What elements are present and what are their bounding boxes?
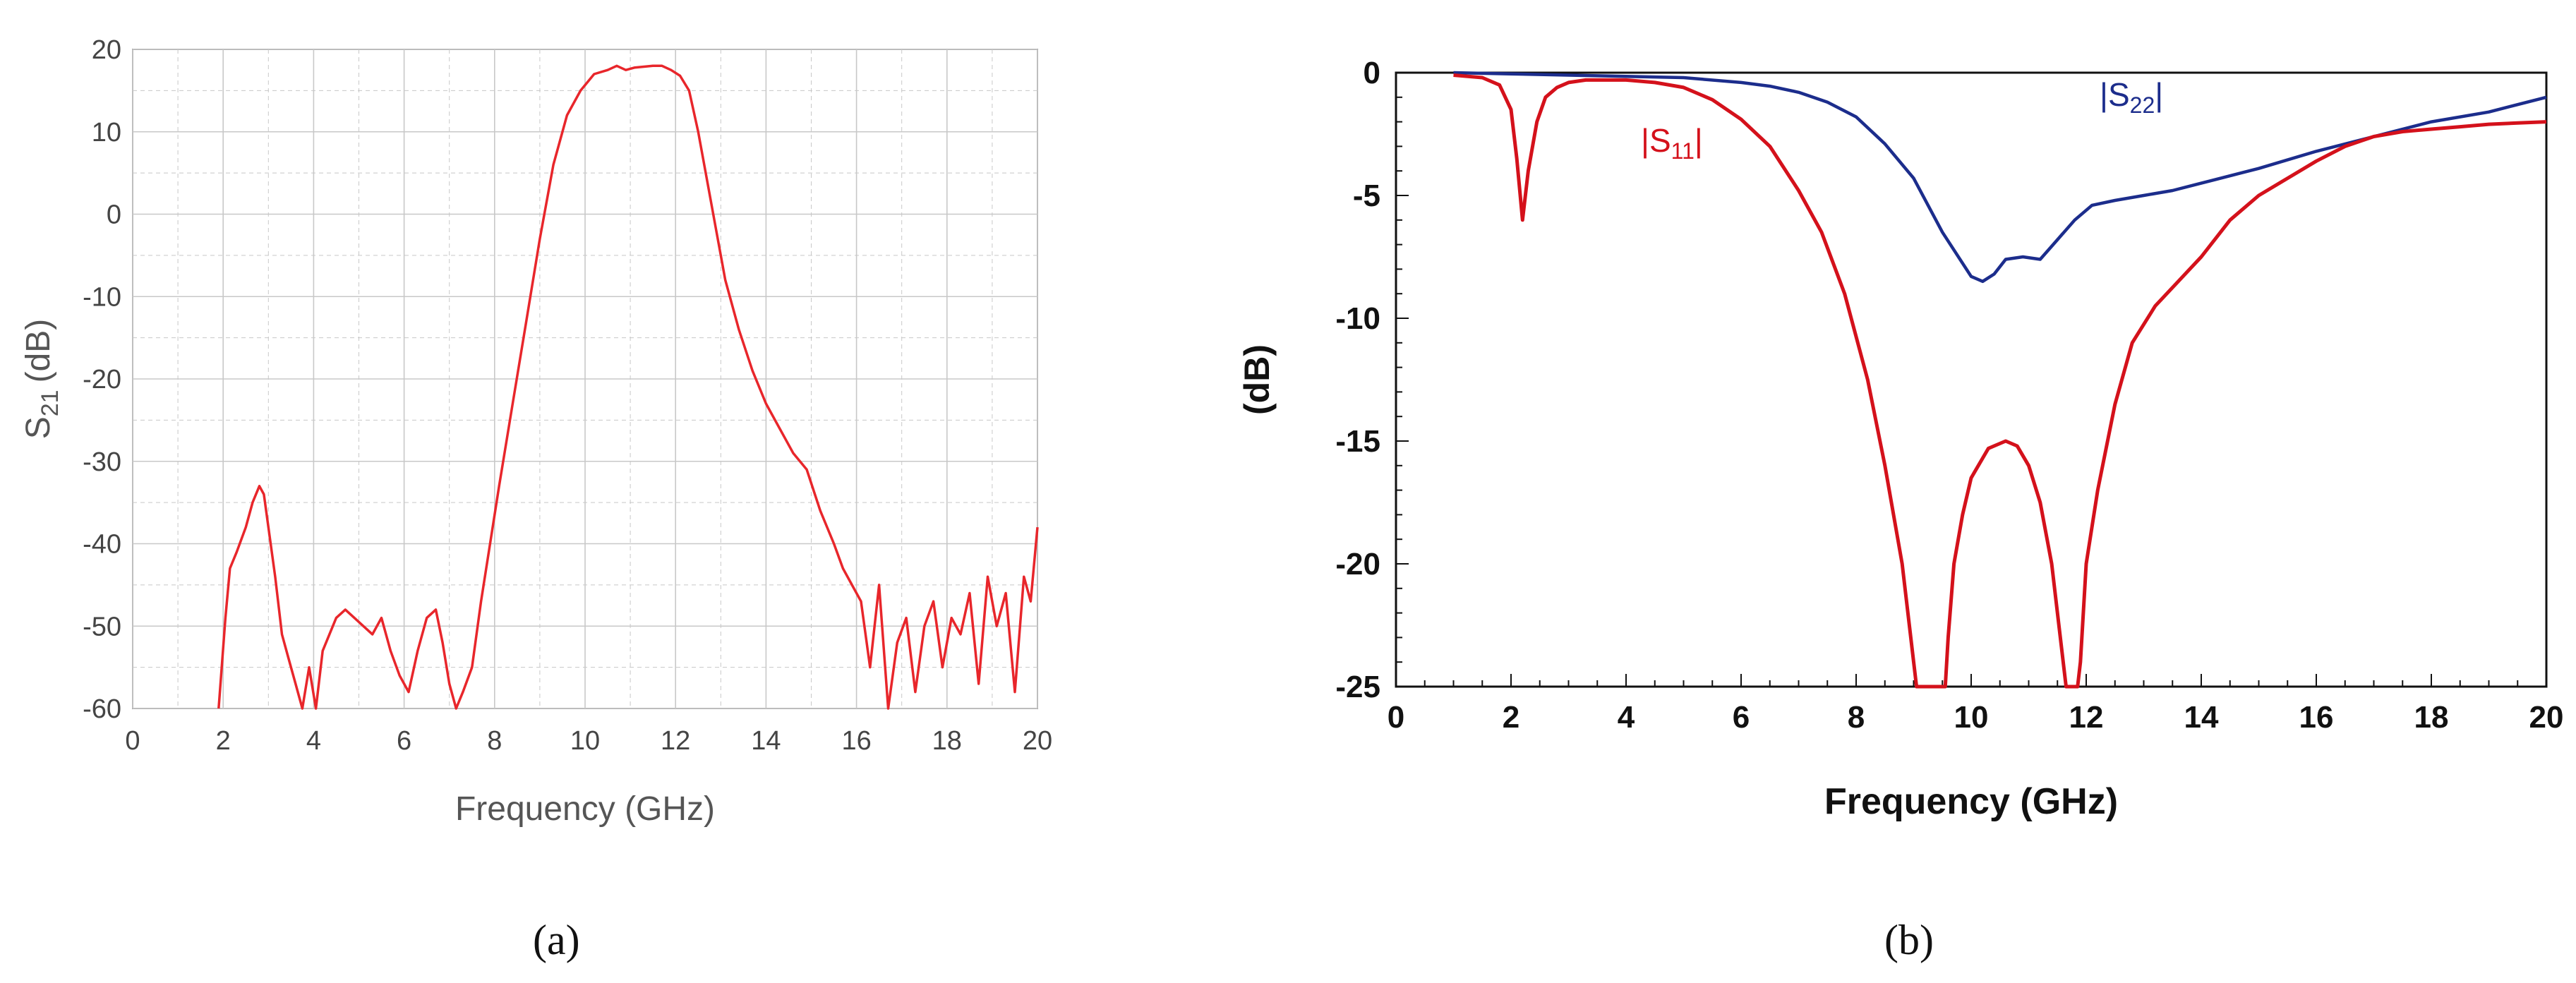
- x-tick-label: 16: [2299, 700, 2334, 735]
- x-axis-label-a: Frequency (GHz): [455, 790, 715, 828]
- x-tick-labels-b: 0 2 4 6 8 10 12 14 16 18 20: [1388, 700, 2564, 735]
- x-tick-label: 0: [125, 726, 140, 756]
- x-tick-label: 6: [1733, 700, 1750, 735]
- x-tick-label: 12: [661, 726, 690, 756]
- x-tick-label: 10: [570, 726, 600, 756]
- y-tick-label: -40: [83, 530, 121, 560]
- x-tick-label: 0: [1388, 700, 1404, 735]
- x-tick-label: 8: [1848, 700, 1865, 735]
- y-tick-labels-b: 0 -5 -10 -15 -20 -25: [1335, 56, 1380, 704]
- y-tick-label: 20: [92, 35, 121, 65]
- y-tick-label: 0: [107, 200, 121, 230]
- y-tick-label: -5: [1353, 179, 1380, 213]
- y-axis-label-b: (dB): [1237, 344, 1277, 415]
- x-tick-label: 14: [2184, 700, 2219, 735]
- x-tick-label: 20: [2529, 700, 2564, 735]
- y-tick-label: 10: [92, 118, 121, 147]
- y-tick-labels-a: 20 10 0 -10 -20 -30 -40 -50 -60: [83, 35, 121, 724]
- y-tick-label: -20: [83, 365, 121, 394]
- y-tick-label: -60: [83, 694, 121, 724]
- chart-panel-a: 0 2 4 6 8 10 12 14 16 18 20 20 10 0 -10 -20 -30 -40 -50 -6…: [20, 35, 1052, 963]
- y-tick-label: -10: [83, 282, 121, 312]
- x-tick-label: 2: [1503, 700, 1519, 735]
- y-tick-label: 0: [1364, 56, 1380, 90]
- y-tick-label: -25: [1335, 670, 1380, 704]
- x-tick-label: 18: [932, 726, 962, 756]
- y-axis-label-a: S21(dB): [20, 319, 64, 440]
- gridlines-a: [132, 49, 1038, 709]
- y-tick-label: -50: [83, 612, 121, 641]
- caption-b: (b): [1884, 917, 1934, 963]
- s22-series-line: [1453, 71, 2547, 284]
- x-tick-label: 16: [841, 726, 871, 756]
- plot-area-b: [1395, 71, 2548, 688]
- caption-a: (a): [533, 917, 580, 963]
- x-tick-label: 20: [1023, 726, 1052, 756]
- x-tick-label: 18: [2414, 700, 2449, 735]
- y-tick-label: -10: [1335, 301, 1380, 336]
- x-tick-label: 10: [1954, 700, 1989, 735]
- x-tick-label: 4: [1618, 700, 1635, 735]
- y-tick-label: -20: [1335, 547, 1380, 581]
- y-tick-label: -30: [83, 447, 121, 477]
- s11-series-line: [1453, 73, 2547, 689]
- x-axis-label-b: Frequency (GHz): [1824, 781, 2118, 822]
- s11-series-label: |S11|: [1641, 122, 1703, 164]
- chart-panel-b: 0 2 4 6 8 10 12 14 16 18 20 0-5-10-15-20-25 |S11| …: [1237, 56, 2563, 963]
- x-tick-label: 14: [751, 726, 781, 756]
- x-tick-label: 2: [216, 726, 231, 756]
- x-tick-label: 12: [2069, 700, 2104, 735]
- x-tick-label: 8: [487, 726, 502, 756]
- s21-series-line: [217, 64, 1039, 710]
- tick-marks-b: [1395, 72, 2547, 687]
- y-tick-label: -15: [1335, 424, 1380, 459]
- x-tick-label: 4: [306, 726, 321, 756]
- x-tick-label: 6: [397, 726, 411, 756]
- s22-series-label: |S22|: [2100, 76, 2163, 118]
- x-tick-labels-a: 0 2 4 6 8 10 12 14 16 18 20: [125, 726, 1052, 756]
